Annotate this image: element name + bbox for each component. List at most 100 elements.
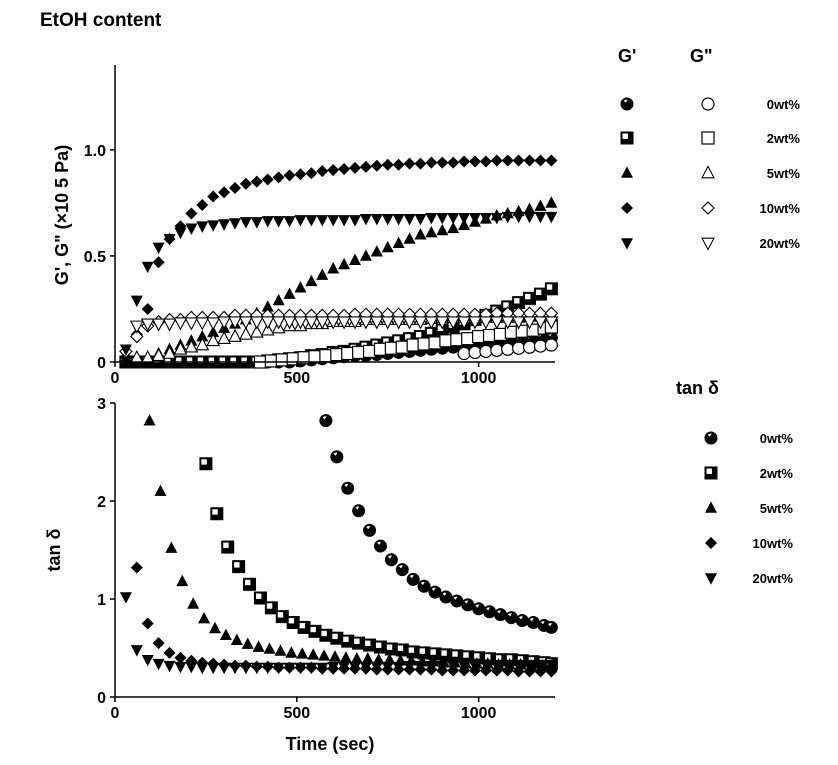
top-data-point [370, 245, 383, 257]
bottom-data-point [544, 620, 558, 634]
top-data-point [282, 316, 297, 330]
bottom-data-point [523, 659, 536, 672]
legend-label: 10wt% [753, 536, 794, 551]
top-data-point [305, 167, 318, 180]
bottom-data-point [152, 637, 165, 650]
top-data-point [447, 221, 460, 234]
legend-head-gprime: G' [618, 46, 636, 66]
top-data-point [403, 214, 416, 226]
top-data-point [406, 338, 420, 352]
top-data-point [283, 169, 296, 182]
bottom-x-tick-label: 1000 [461, 705, 497, 722]
bottom-series-20wtpct [119, 592, 558, 675]
top-data-point [425, 212, 438, 225]
top-data-point [414, 157, 427, 170]
top-data-point [544, 316, 559, 330]
top-data-point [392, 214, 405, 226]
top-data-point [352, 345, 366, 360]
top-x-tick-label: 0 [111, 370, 120, 387]
legend-marker-gprime [620, 97, 634, 111]
legend-marker-gprime [620, 131, 634, 145]
top-data-point [381, 158, 394, 171]
bottom-data-point [141, 654, 154, 667]
top-data-point [545, 154, 558, 167]
top-data-point [522, 340, 537, 354]
top-data-point [338, 215, 351, 227]
bottom-data-point [330, 450, 344, 464]
top-y-tick-label: 0 [97, 355, 106, 372]
top-data-point [349, 215, 361, 227]
top-data-point [533, 339, 548, 353]
bottom-data-point [218, 662, 231, 675]
legend-marker-gdoubleprime [701, 201, 715, 215]
top-data-point [206, 317, 221, 331]
top-data-point [229, 218, 241, 230]
bottom-data-point [261, 662, 274, 675]
top-data-point [315, 316, 330, 330]
top-data-point [458, 212, 471, 225]
bottom-data-point [395, 563, 409, 577]
top-data-point [534, 211, 547, 224]
top-data-point [468, 316, 482, 330]
bottom-data-point [297, 620, 311, 634]
top-data-point [338, 257, 351, 270]
top-data-point [512, 211, 525, 224]
top-data-point [250, 217, 263, 229]
legend-marker-tan-delta [704, 466, 718, 480]
bottom-data-point [350, 652, 363, 664]
top-data-point [264, 354, 278, 368]
bottom-data-point [370, 661, 383, 674]
top-data-point [217, 316, 232, 330]
bottom-data-point [447, 660, 460, 673]
bottom-series-0wtpct [319, 414, 558, 634]
bottom-data-point [318, 649, 331, 661]
top-data-point [380, 316, 395, 330]
bottom-data-point [296, 647, 309, 659]
bottom-data-point [341, 481, 355, 495]
top-data-point [207, 220, 220, 232]
bottom-data-point [545, 665, 558, 678]
bottom-data-point [483, 605, 497, 619]
top-data-point [327, 262, 340, 274]
top-data-point [196, 221, 209, 233]
top-data-point [308, 350, 322, 364]
top-data-point [294, 168, 307, 181]
top-data-point [501, 342, 515, 356]
top-data-point [218, 186, 231, 199]
top-data-point [384, 341, 398, 355]
bottom-x-tick-label: 500 [283, 705, 310, 722]
bottom-data-point [490, 659, 503, 672]
top-data-point [283, 216, 296, 228]
bottom-data-point [339, 651, 352, 663]
bottom-data-point [232, 560, 246, 574]
top-data-point [403, 232, 416, 244]
top-data-point [163, 234, 176, 246]
top-data-point [523, 202, 536, 215]
top-data-point [490, 154, 503, 167]
top-data-point [392, 236, 405, 248]
top-data-point [294, 281, 307, 293]
bottom-data-point [352, 504, 366, 518]
legend-label: 2wt% [760, 466, 794, 481]
top-x-tick-label: 1000 [461, 370, 497, 387]
top-data-point [141, 261, 154, 274]
top-data-point [305, 274, 318, 287]
bottom-data-point [458, 660, 471, 673]
top-data-point [119, 344, 132, 356]
top-data-point [479, 344, 493, 358]
bottom-data-point [363, 638, 377, 652]
bottom-data-point [479, 659, 492, 672]
top-data-point [316, 268, 329, 280]
legend-marker-gdoubleprime [701, 131, 715, 145]
top-y-tick-label: 1.0 [84, 143, 106, 160]
bottom-data-point [361, 652, 374, 664]
top-data-point [207, 190, 220, 203]
legend-marker-gprime [621, 166, 633, 178]
bottom-data-point [239, 662, 252, 675]
bottom-data-point [119, 592, 132, 604]
top-data-point [424, 316, 439, 330]
bottom-axes: 0 1 2 3 0 500 1000 [97, 396, 555, 722]
top-data-point [359, 249, 372, 261]
bottom-data-point [534, 659, 547, 672]
bottom-data-point [252, 640, 265, 652]
